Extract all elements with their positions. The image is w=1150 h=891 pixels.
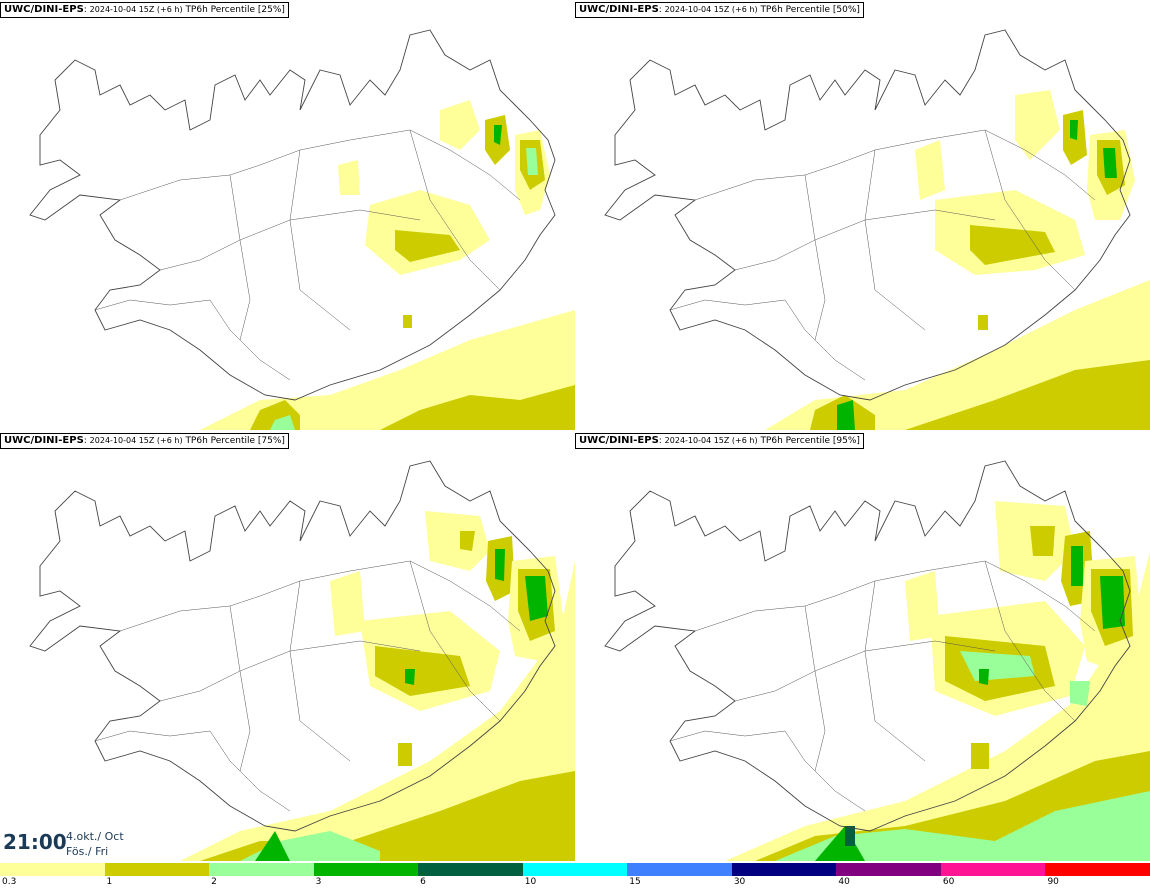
legend-tick-label: 30 xyxy=(733,877,746,887)
valid-date: 4.okt./ Oct xyxy=(66,830,124,843)
legend-tick-label: 15 xyxy=(629,877,641,887)
legend-tick-label: 1 xyxy=(106,877,113,887)
valid-time-box: 21:00 4.okt./ Oct Fös./ Fri xyxy=(0,826,130,863)
valid-time: 21:00 xyxy=(3,830,67,854)
legend-tick-label: 40 xyxy=(838,877,850,887)
field-name: TP6h Percentile [75%] xyxy=(185,436,285,446)
legend-swatch xyxy=(313,863,419,876)
panel-title: UWC/DINI-EPS: 2024-10-04 15Z (+6 h) TP6h… xyxy=(0,2,289,18)
map-panel-p25: UWC/DINI-EPS: 2024-10-04 15Z (+6 h) TP6h… xyxy=(0,0,575,430)
run-time: 2024-10-04 15Z (+6 h) xyxy=(89,5,183,14)
legend-swatch xyxy=(104,863,210,876)
legend-tick-label: 2 xyxy=(211,877,217,887)
legend-swatch xyxy=(522,863,628,876)
run-time: 2024-10-04 15Z (+6 h) xyxy=(664,436,758,445)
precip-map-p95 xyxy=(604,460,1150,861)
field-name: TP6h Percentile [50%] xyxy=(760,5,860,15)
legend-tick-label: 60 xyxy=(942,877,955,887)
run-time: 2024-10-04 15Z (+6 h) xyxy=(89,436,183,445)
model-name: UWC/DINI-EPS xyxy=(579,4,659,15)
panel-title: UWC/DINI-EPS: 2024-10-04 15Z (+6 h) TP6h… xyxy=(575,2,864,18)
legend-swatch xyxy=(836,863,942,876)
valid-weekday: Fös./ Fri xyxy=(66,845,109,858)
legend-swatch xyxy=(0,863,105,876)
legend-tick-label: 10 xyxy=(524,877,537,887)
map-panel-p95: UWC/DINI-EPS: 2024-10-04 15Z (+6 h) TP6h… xyxy=(575,431,1150,861)
model-name: UWC/DINI-EPS xyxy=(4,4,84,15)
legend-tick-label: 90 xyxy=(1047,877,1059,887)
legend-swatch xyxy=(1045,863,1150,876)
legend-swatch xyxy=(940,863,1046,876)
map-panel-p75: UWC/DINI-EPS: 2024-10-04 15Z (+6 h) TP6h… xyxy=(0,431,575,861)
field-name: TP6h Percentile [25%] xyxy=(185,5,285,15)
map-panel-p50: UWC/DINI-EPS: 2024-10-04 15Z (+6 h) TP6h… xyxy=(575,0,1150,430)
legend-swatch xyxy=(627,863,733,876)
legend-swatch xyxy=(209,863,315,876)
legend-swatch xyxy=(418,863,524,876)
panel-title: UWC/DINI-EPS: 2024-10-04 15Z (+6 h) TP6h… xyxy=(0,433,289,449)
precip-map-p75 xyxy=(29,460,575,861)
run-time: 2024-10-04 15Z (+6 h) xyxy=(664,5,758,14)
legend-tick-label: 6 xyxy=(420,877,426,887)
model-name: UWC/DINI-EPS xyxy=(579,435,659,446)
panel-title: UWC/DINI-EPS: 2024-10-04 15Z (+6 h) TP6h… xyxy=(575,433,864,449)
precip-map-p50 xyxy=(604,29,1150,430)
legend-tick-label: 0.3 xyxy=(2,877,17,887)
color-legend: 0.3 1 2 3 6 10 15 30 40 60 90 xyxy=(0,863,1150,891)
legend-tick-label: 3 xyxy=(315,877,322,887)
field-name: TP6h Percentile [95%] xyxy=(760,436,860,446)
precip-map-p25 xyxy=(29,29,575,430)
model-name: UWC/DINI-EPS xyxy=(4,435,84,446)
legend-swatch xyxy=(731,863,837,876)
